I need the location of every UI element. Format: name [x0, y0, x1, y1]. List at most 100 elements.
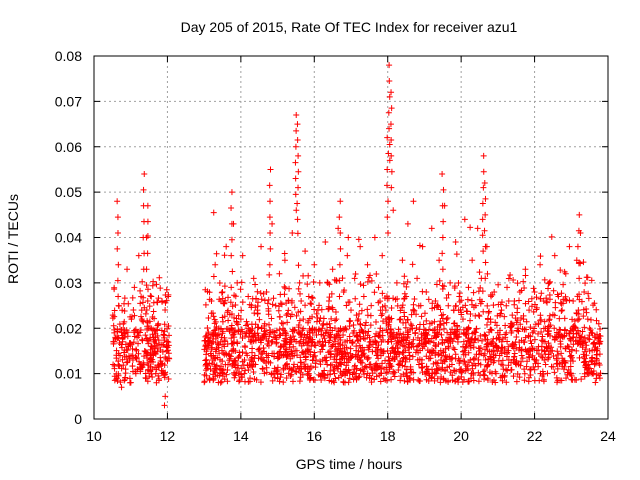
data-point — [353, 366, 360, 373]
data-point — [470, 329, 477, 336]
data-point-cloud — [438, 331, 445, 338]
data-point-cloud — [445, 291, 452, 298]
data-point-cloud — [576, 315, 583, 322]
data-point — [298, 366, 305, 373]
data-point-cloud — [127, 340, 134, 347]
data-point-cloud — [110, 322, 117, 329]
data-point — [469, 257, 476, 264]
data-point-cloud — [312, 364, 319, 371]
data-point-cloud — [290, 333, 297, 340]
data-point-cloud — [252, 281, 259, 288]
data-point-cloud — [371, 289, 378, 296]
data-point-cloud — [539, 333, 546, 340]
data-point-cloud — [439, 286, 446, 293]
data-point — [145, 325, 152, 332]
data-point-cloud — [142, 310, 149, 317]
data-point-cloud — [244, 352, 251, 359]
data-point-cloud — [535, 330, 542, 337]
data-point — [542, 361, 549, 368]
data-point-cloud — [319, 322, 326, 329]
data-point-cloud — [293, 312, 300, 319]
data-point-peak — [388, 105, 395, 112]
data-point-cloud — [405, 331, 412, 338]
data-point-cloud — [453, 251, 460, 258]
data-point-cloud — [357, 281, 364, 288]
data-point-cloud — [377, 346, 384, 353]
data-point-cloud — [204, 324, 211, 331]
data-point-cloud — [565, 330, 572, 337]
data-point-cloud — [546, 316, 553, 323]
data-point-cloud — [161, 362, 168, 369]
data-point-cloud — [109, 315, 116, 322]
data-point-cloud — [155, 295, 162, 302]
data-point-cloud — [162, 306, 169, 313]
data-point-cloud — [472, 329, 479, 336]
data-point-cloud — [522, 272, 529, 279]
data-point — [592, 334, 599, 341]
data-point-cloud — [337, 337, 344, 344]
data-point-cloud — [117, 379, 124, 386]
data-point-cloud — [451, 285, 458, 292]
data-point-cloud — [324, 280, 331, 287]
data-point-cloud — [460, 338, 467, 345]
data-point-cloud — [133, 346, 140, 353]
data-point-cloud — [516, 374, 523, 381]
data-point-cloud — [337, 369, 344, 376]
y-tick-label: 0.01 — [55, 366, 82, 382]
data-point-cloud — [111, 307, 118, 314]
data-point — [430, 347, 437, 354]
data-point-peak — [481, 180, 488, 187]
data-point-cloud — [144, 378, 151, 385]
data-point — [226, 311, 233, 318]
data-point-cloud — [251, 352, 258, 359]
data-point-cloud — [379, 310, 386, 317]
data-point-peak — [479, 216, 486, 223]
data-point-cloud — [503, 379, 510, 386]
data-point-cloud — [311, 306, 318, 313]
data-point-cloud — [339, 342, 346, 349]
data-point — [165, 293, 172, 300]
data-point-cloud — [326, 281, 333, 288]
data-point-cloud — [554, 365, 561, 372]
data-point-cloud — [261, 370, 268, 377]
data-point-cloud — [434, 302, 441, 309]
data-point-cloud — [399, 349, 406, 356]
data-point-cloud — [300, 272, 307, 279]
data-point — [125, 343, 132, 350]
data-point-cloud — [468, 297, 475, 304]
data-point-cloud — [305, 348, 312, 355]
data-point — [415, 361, 422, 368]
data-point-peak — [267, 166, 274, 173]
data-point-peak — [440, 218, 447, 225]
data-point — [549, 311, 556, 318]
data-point-cloud — [239, 299, 246, 306]
data-point — [493, 370, 500, 377]
data-point-cloud — [345, 234, 352, 241]
data-point-cloud — [149, 373, 156, 380]
data-point-peak — [228, 220, 235, 227]
data-point — [456, 293, 463, 300]
data-point-cloud — [281, 327, 288, 334]
data-point-cloud — [389, 347, 396, 354]
data-point — [247, 375, 254, 382]
data-point-cloud — [360, 335, 367, 342]
data-point-cloud — [214, 372, 221, 379]
data-point — [124, 266, 131, 273]
data-point-peak — [388, 168, 395, 175]
data-point-cloud — [581, 373, 588, 380]
data-point-peak — [386, 141, 393, 148]
data-point — [515, 325, 522, 332]
data-point-cloud — [548, 363, 555, 370]
data-point-cloud — [361, 371, 368, 378]
data-point-cloud — [291, 361, 298, 368]
data-point — [381, 366, 388, 373]
data-point-cloud — [295, 262, 302, 269]
data-point — [276, 270, 283, 277]
data-point-cloud — [410, 301, 417, 308]
data-point-cloud — [306, 327, 313, 334]
data-point — [516, 288, 523, 295]
data-point — [511, 298, 518, 305]
data-point — [281, 257, 288, 264]
data-point-cloud — [498, 361, 505, 368]
data-point-cloud — [304, 319, 311, 326]
